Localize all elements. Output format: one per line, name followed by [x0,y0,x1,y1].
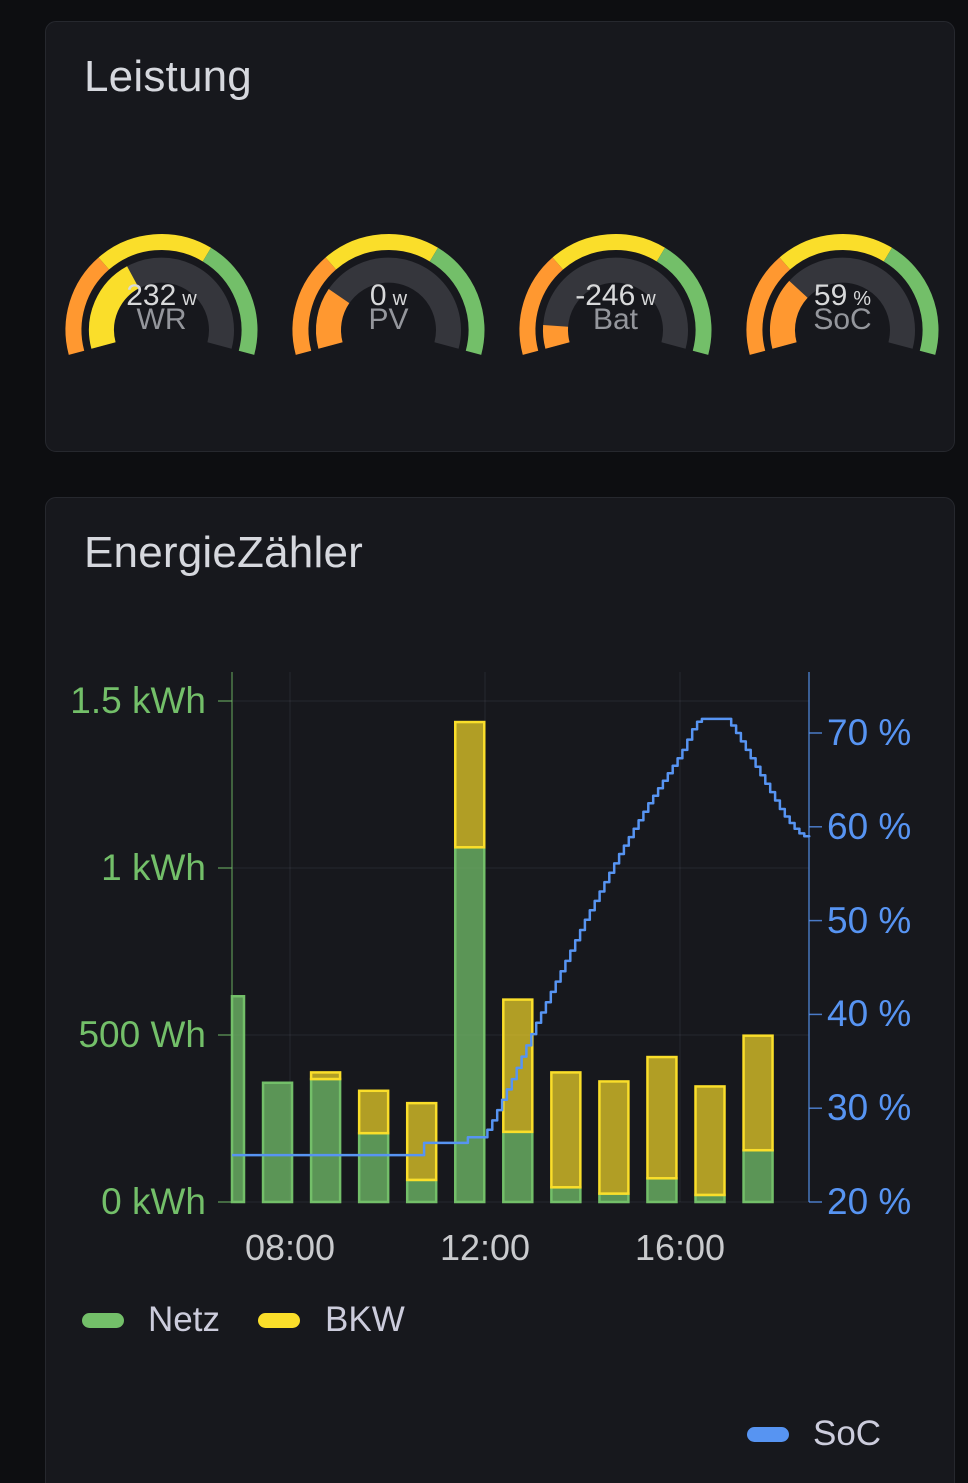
y-axis-right-label: 30 % [827,1087,912,1129]
bar-bkw-13:00[interactable] [502,998,534,1134]
gauge-value-number: 232 [126,279,177,312]
bar-bkw-14:00[interactable] [550,1071,582,1189]
bar-netz-07:00[interactable] [230,995,246,1204]
legend-item-netz[interactable]: Netz [148,1300,220,1339]
y-axis-right-label: 40 % [827,993,912,1035]
legend-marker-soc[interactable] [747,1427,789,1442]
panel-energiezaehler [45,497,955,1483]
gauge-value-number: 59 [813,279,848,312]
soc-line [232,717,811,1157]
gauge-title-pv: PV [368,303,409,336]
bar-bkw-16:00[interactable] [646,1055,678,1180]
panel-title-leistung[interactable]: Leistung [84,52,252,101]
panel-title-energiezaehler[interactable]: EnergieZähler [84,528,363,577]
gauge-track-bat [543,257,688,349]
bar-netz-11:00[interactable] [405,1178,438,1204]
bar-netz-16:00[interactable] [646,1177,678,1204]
gauge-threshold-arc-pv [292,257,337,355]
gauge-threshold-arc-wr [202,247,258,355]
y-axis-right-label: 20 % [827,1181,912,1222]
bar-bkw-18:00[interactable] [742,1034,774,1152]
y-axis-right-label: 50 % [827,899,912,941]
gauge-threshold-arc-pv [429,247,485,355]
gauge-value-unit: w [182,288,197,310]
bar-bkw-11:00[interactable] [405,1101,438,1182]
gauge-value-number: -246 [575,279,636,312]
bar-netz-09:00[interactable] [309,1077,342,1204]
gauge-title-soc: SoC [813,303,872,336]
bar-netz-12:00[interactable] [454,846,486,1204]
x-axis-label: 08:00 [244,1227,336,1268]
legend-item-bkw[interactable]: BKW [325,1300,405,1339]
gauge-threshold-arc-wr [98,234,212,270]
gauge-threshold-arc-soc [779,234,893,270]
panel-leistung [45,21,955,452]
bar-netz-15:00[interactable] [598,1192,630,1204]
gauge-fill-soc [770,280,808,349]
gauge-value-unit: w [392,288,408,310]
bar-bkw-12:00[interactable] [454,720,486,849]
legend-marker-netz[interactable] [82,1313,124,1328]
gauge-value-bat: -246 w [516,279,716,316]
gauge-fill-bat [542,325,570,349]
gauge-threshold-arc-bat [656,247,712,355]
bar-netz-13:00[interactable] [502,1130,534,1204]
gauge-value-wr: 232 w [62,279,262,316]
gauge-threshold-arc-bat [552,234,666,270]
gauge-threshold-arc-soc [883,247,939,355]
bar-bkw-10:00[interactable] [357,1089,390,1135]
x-axis-label: 12:00 [439,1227,531,1268]
bar-netz-08:00[interactable] [261,1081,294,1204]
y-axis-left-label: 1.5 kWh [70,680,206,721]
bar-netz-18:00[interactable] [742,1148,774,1204]
gauge-threshold-arc-pv [325,234,439,270]
bar-bkw-15:00[interactable] [598,1080,630,1195]
legend-marker-bkw[interactable] [258,1313,300,1328]
bar-bkw-09:00[interactable] [309,1071,342,1081]
gauge-value-soc: 59% [743,279,943,316]
gauge-fill-pv [315,289,350,349]
x-axis-label: 16:00 [634,1227,726,1268]
y-axis-right-label: 70 % [827,712,912,753]
gauge-threshold-arc-soc [746,257,791,355]
gauge-title-wr: WR [136,303,187,336]
gauge-value-unit: w [641,288,656,310]
bar-bkw-17:00[interactable] [694,1085,726,1197]
y-axis-left-label: 500 Wh [78,1014,206,1055]
gauge-value-unit: % [853,288,872,310]
gauge-title-bat: Bat [592,303,639,336]
gauge-threshold-arc-bat [519,257,564,355]
y-axis-left-label: 0 kWh [101,1181,206,1222]
bar-netz-10:00[interactable] [357,1131,390,1204]
y-axis-right-label: 60 % [827,805,912,847]
gauge-fill-wr [89,266,140,349]
y-axis-left-label: 1 kWh [101,847,206,888]
gauge-threshold-arc-wr [65,257,110,355]
gauge-value-number: 0 [369,279,387,312]
legend-item-soc[interactable]: SoC [813,1414,882,1453]
bar-netz-14:00[interactable] [550,1186,582,1204]
